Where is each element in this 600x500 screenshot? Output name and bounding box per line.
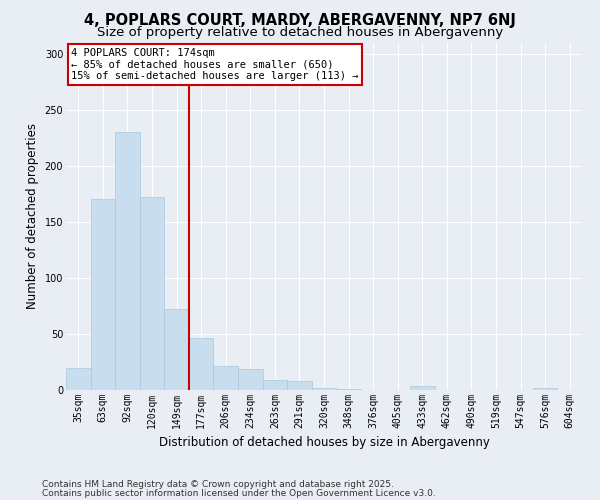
Text: Contains HM Land Registry data © Crown copyright and database right 2025.: Contains HM Land Registry data © Crown c… — [42, 480, 394, 489]
Text: 4, POPLARS COURT, MARDY, ABERGAVENNY, NP7 6NJ: 4, POPLARS COURT, MARDY, ABERGAVENNY, NP… — [84, 12, 516, 28]
Text: Size of property relative to detached houses in Abergavenny: Size of property relative to detached ho… — [97, 26, 503, 39]
Bar — [140, 197, 164, 390]
Bar — [336, 389, 361, 390]
X-axis label: Distribution of detached houses by size in Abergavenny: Distribution of detached houses by size … — [158, 436, 490, 450]
Bar — [91, 200, 115, 390]
Bar — [164, 310, 189, 390]
Bar — [312, 388, 336, 390]
Bar — [410, 386, 434, 390]
Bar — [533, 388, 557, 390]
Text: 4 POPLARS COURT: 174sqm
← 85% of detached houses are smaller (650)
15% of semi-d: 4 POPLARS COURT: 174sqm ← 85% of detache… — [71, 48, 359, 81]
Bar — [263, 380, 287, 390]
Text: Contains public sector information licensed under the Open Government Licence v3: Contains public sector information licen… — [42, 488, 436, 498]
Bar — [66, 368, 91, 390]
Bar — [214, 366, 238, 390]
Bar — [115, 132, 140, 390]
Y-axis label: Number of detached properties: Number of detached properties — [26, 123, 39, 309]
Bar — [287, 381, 312, 390]
Bar — [189, 338, 214, 390]
Bar — [238, 368, 263, 390]
